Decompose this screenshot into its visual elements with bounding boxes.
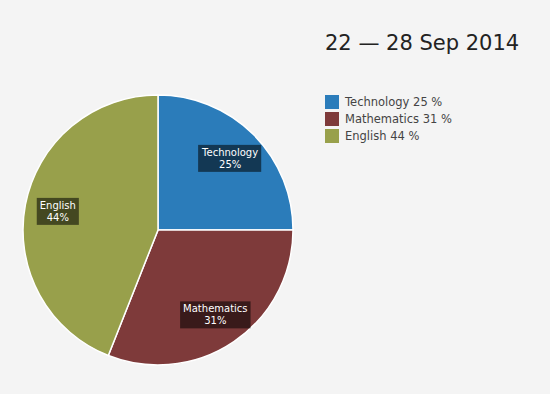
legend-swatch [325,129,339,143]
slice [23,95,158,356]
pie [23,95,293,365]
label-value: 25% [219,159,241,170]
data-label: Mathematics31% [180,301,250,328]
label-box [180,301,250,328]
label-category: Mathematics [183,303,247,314]
legend-label: Mathematics 31 % [345,112,452,126]
legend-swatch [325,95,339,109]
label-value: 44% [47,212,69,223]
label-box [198,145,261,172]
label-box [37,198,79,225]
label-category: English [40,200,76,211]
legend-label: English 44 % [345,129,419,143]
legend-label: Technology 25 % [344,95,442,109]
label-value: 31% [204,315,226,326]
background [0,0,550,394]
data-label: Technology25% [198,145,261,172]
chart: 22 — 28 Sep 2014 Technology25% Mathematics… [0,0,550,394]
data-labels: Technology25% Mathematics31% English44% [37,145,261,328]
slice [158,95,293,230]
data-label: English44% [37,198,79,225]
legend: Technology 25 % Mathematics 31 % English 4… [325,95,452,143]
legend-swatch [325,112,339,126]
label-category: Technology [201,147,258,158]
title: 22 — 28 Sep 2014 [325,31,519,55]
